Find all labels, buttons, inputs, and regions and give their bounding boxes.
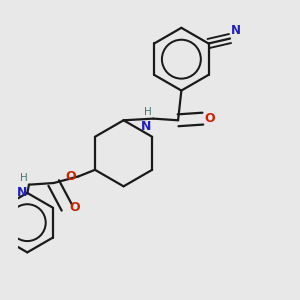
Text: N: N xyxy=(141,120,152,133)
Text: H: H xyxy=(20,173,27,183)
Text: O: O xyxy=(66,170,76,183)
Text: N: N xyxy=(17,186,27,199)
Text: N: N xyxy=(231,24,241,37)
Text: O: O xyxy=(69,201,80,214)
Text: H: H xyxy=(144,107,152,117)
Text: O: O xyxy=(205,112,215,125)
